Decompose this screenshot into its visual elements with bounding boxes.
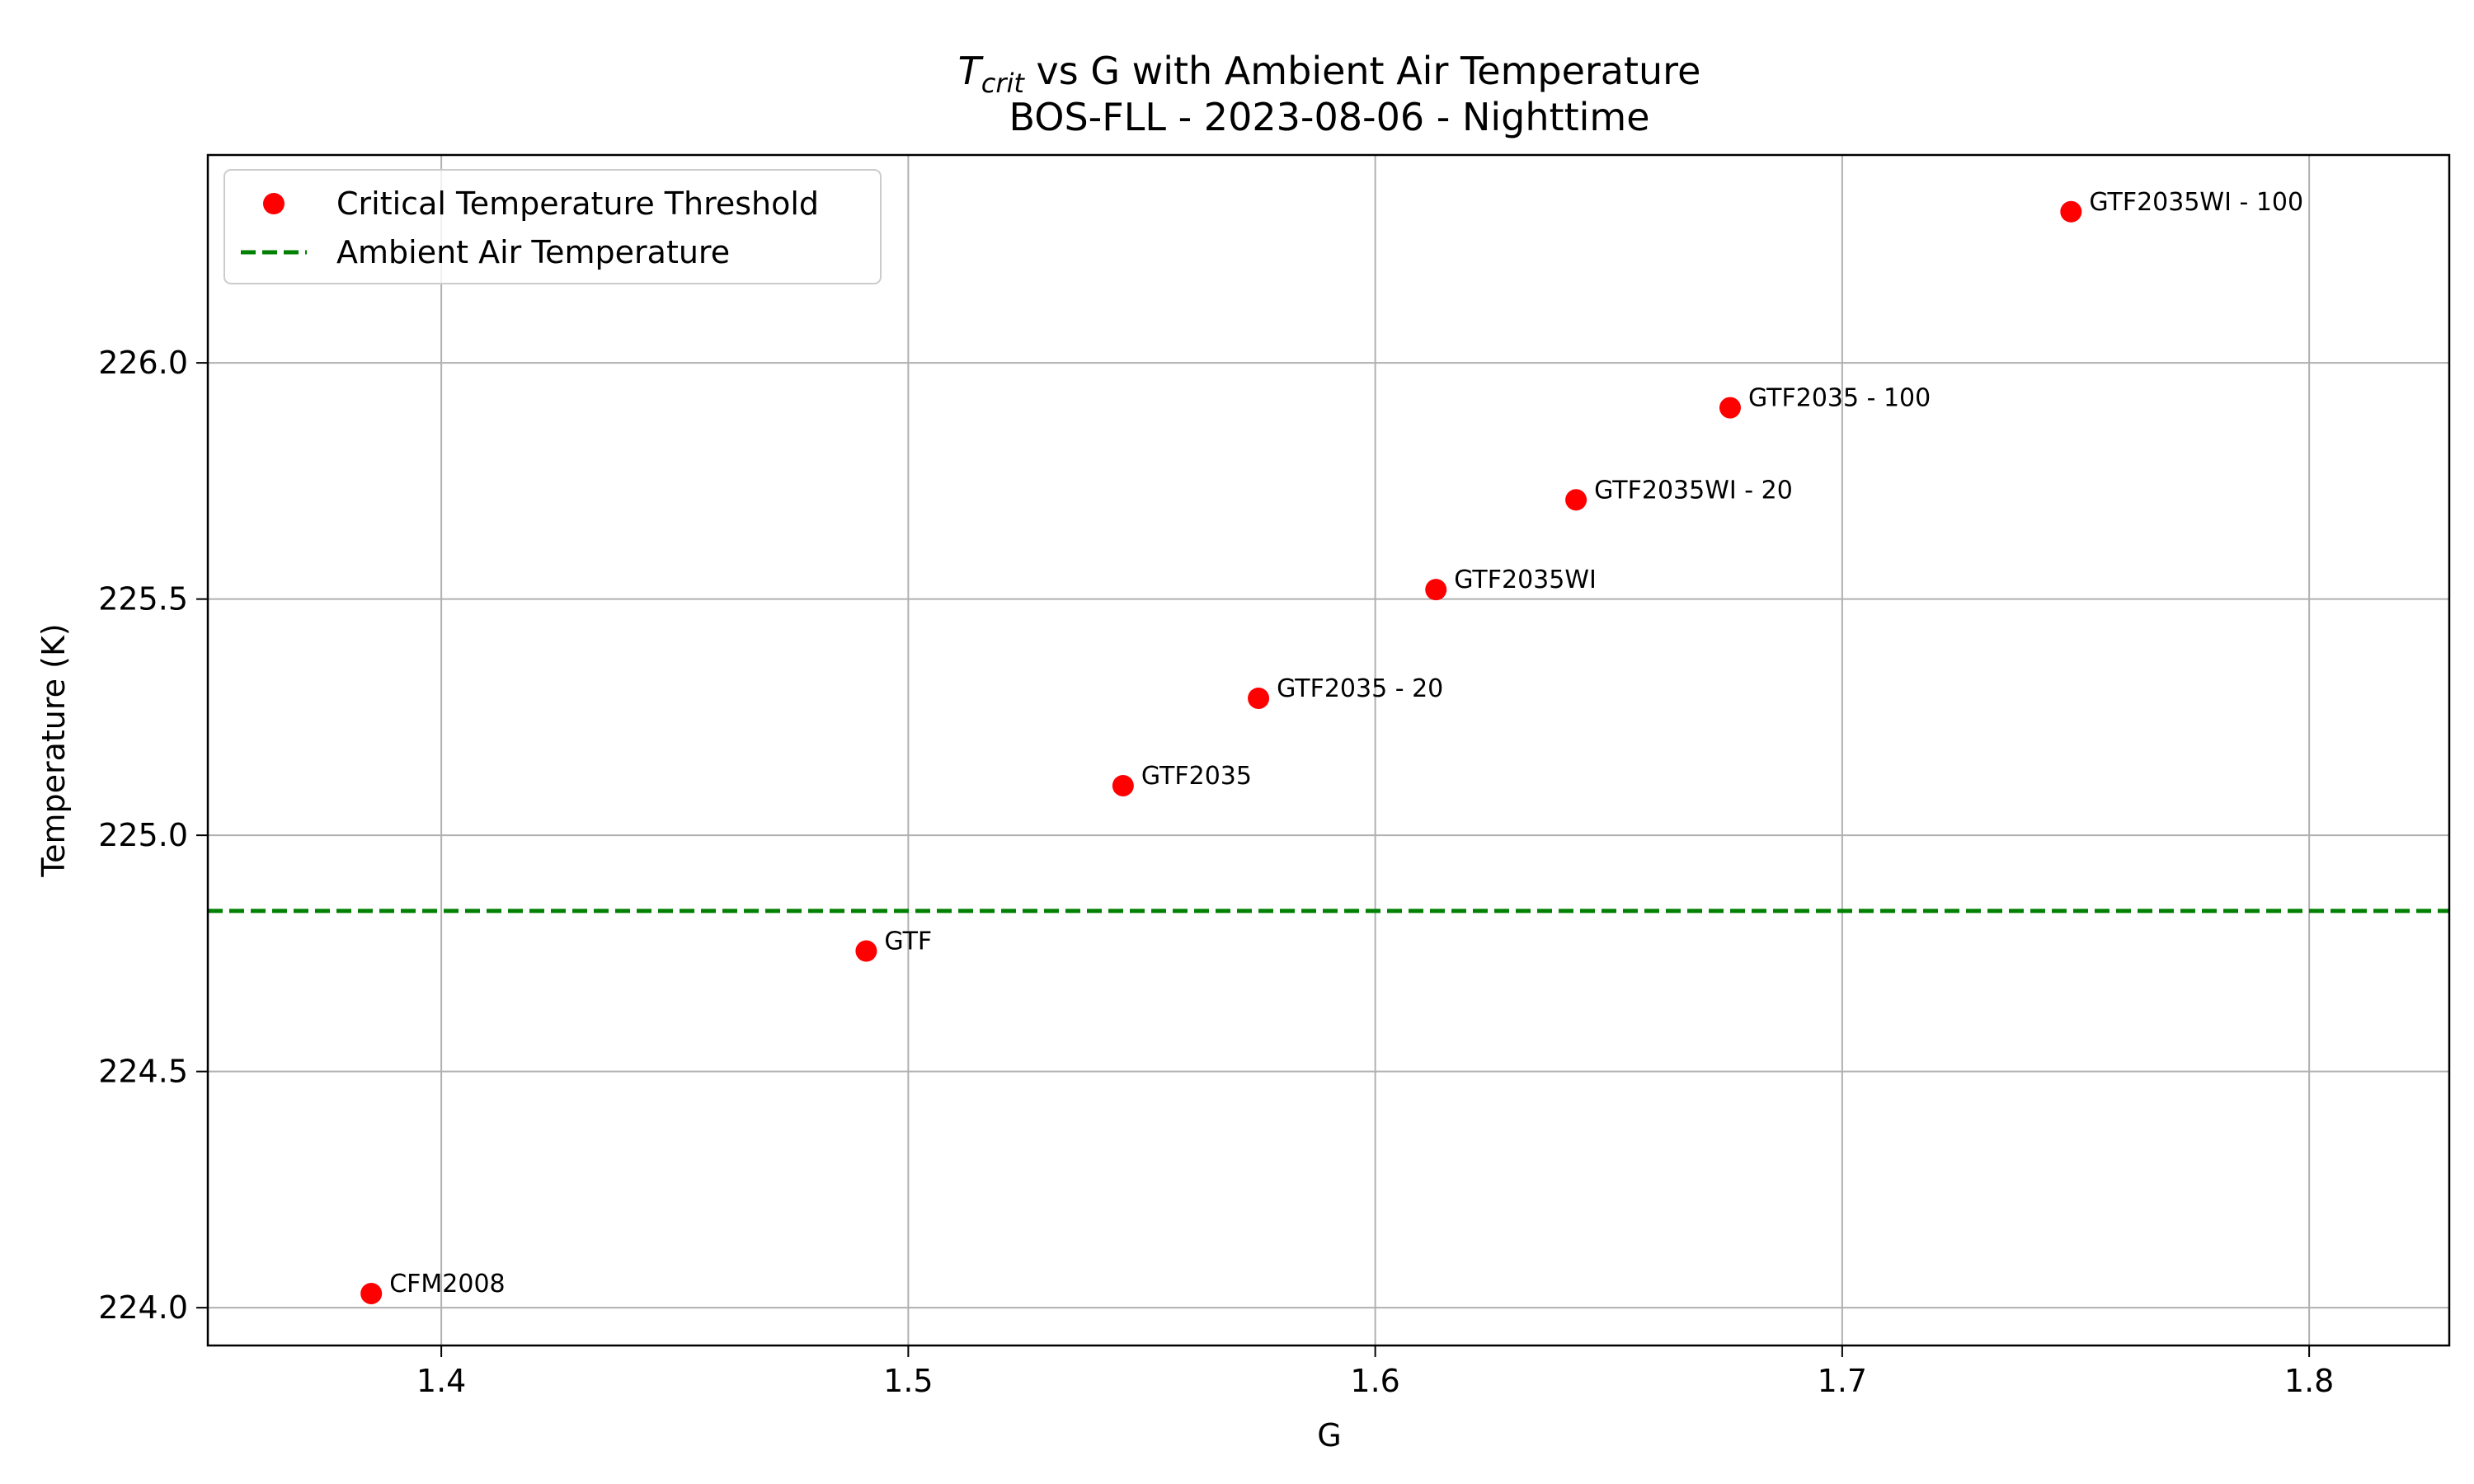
y-tick-label: 225.5 <box>98 581 188 618</box>
legend-marker-critical <box>263 193 285 214</box>
data-point <box>1719 397 1741 419</box>
x-tick-label: 1.6 <box>1350 1363 1399 1399</box>
x-tick-label: 1.5 <box>883 1363 933 1399</box>
data-point <box>1425 579 1447 601</box>
y-axis-label: Temperature (K) <box>35 623 72 877</box>
data-point-label: GTF2035 - 100 <box>1748 384 1931 413</box>
title-subscript: crit <box>981 68 1026 99</box>
y-tick-label: 224.0 <box>98 1289 188 1326</box>
chart-title: Tcrit vs G with Ambient Air Temperature <box>958 49 1701 99</box>
data-point <box>1248 687 1270 709</box>
legend-label-critical: Critical Temperature Threshold <box>336 186 819 222</box>
y-tick-label: 224.5 <box>98 1054 188 1090</box>
data-point <box>2060 200 2082 223</box>
grid-lines <box>208 155 2449 1345</box>
data-point <box>360 1282 383 1304</box>
x-tick-label: 1.4 <box>416 1363 466 1399</box>
data-point-label: GTF2035 - 20 <box>1277 674 1443 703</box>
data-point-label: GTF <box>884 928 932 956</box>
legend-box <box>223 169 882 284</box>
y-tick-label: 226.0 <box>98 345 188 381</box>
data-point <box>855 940 877 962</box>
x-tick-label: 1.8 <box>2284 1363 2334 1399</box>
chart-subtitle: BOS-FLL - 2023-08-06 - Nighttime <box>1009 95 1650 139</box>
data-point-label: GTF2035WI - 20 <box>1594 476 1793 505</box>
x-tick-label: 1.7 <box>1818 1363 1867 1399</box>
plot-frame <box>206 153 2451 1347</box>
legend: Critical Temperature Threshold Ambient A… <box>223 169 882 284</box>
data-point-label: GTF2035WI - 100 <box>2089 188 2303 217</box>
data-points <box>360 200 2082 1304</box>
data-point <box>1112 774 1134 796</box>
x-axis-ticks: 1.4 1.5 1.6 1.7 1.8 <box>416 1345 2334 1399</box>
x-axis-label: G <box>1317 1417 1341 1453</box>
y-tick-label: 225.0 <box>98 817 188 853</box>
title-t: T <box>958 49 985 93</box>
data-point-label: GTF2035WI <box>1454 566 1597 594</box>
data-point-label: GTF2035 <box>1141 762 1252 791</box>
y-axis-ticks: 224.0 224.5 225.0 225.5 226.0 <box>98 345 208 1326</box>
point-labels: CFM2008 GTF GTF2035 GTF2035 - 20 GTF2035WI GT… <box>389 188 2303 1298</box>
data-point <box>1565 489 1587 511</box>
data-point-label: CFM2008 <box>389 1270 505 1298</box>
title-rest: vs G with Ambient Air Temperature <box>1024 49 1700 93</box>
legend-label-ambient: Ambient Air Temperature <box>336 234 730 270</box>
